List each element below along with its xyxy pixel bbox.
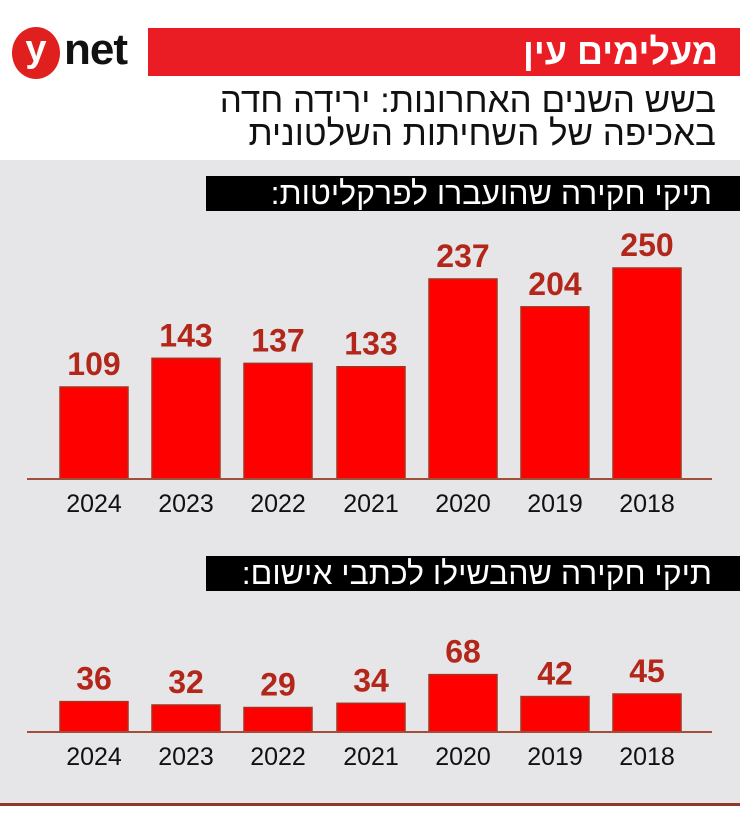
year-label: 2024 (66, 490, 122, 518)
year-label: 2020 (435, 490, 491, 518)
value-label: 68 (445, 634, 481, 670)
year-label: 2019 (527, 490, 583, 518)
year-label: 2022 (250, 743, 306, 771)
year-label: 2021 (343, 490, 399, 518)
bar-2023 (151, 357, 221, 480)
year-label: 2019 (527, 743, 583, 771)
year-label: 2021 (343, 743, 399, 771)
bar-2024 (59, 386, 129, 480)
chart-2-title: תיקי חקירה שהבשילו לכתבי אישום: (206, 556, 740, 591)
bar-2023 (151, 704, 221, 733)
bar-2021 (336, 365, 406, 480)
year-label: 2023 (158, 490, 214, 518)
year-label: 2022 (250, 490, 306, 518)
value-label: 109 (67, 346, 120, 382)
bar-2022 (243, 706, 313, 733)
year-label: 2024 (66, 743, 122, 771)
subtitle-line: בשש השנים האחרונות: ירידה חדה (219, 81, 716, 120)
bar-2018 (612, 267, 682, 480)
bar-2019 (520, 306, 590, 480)
year-label: 2023 (158, 743, 214, 771)
bar-2020 (428, 278, 498, 480)
chart-1-title: תיקי חקירה שהועברו לפרקליטות: (206, 176, 740, 211)
bar-2019 (520, 695, 590, 733)
year-label: 2020 (435, 743, 491, 771)
value-label: 45 (629, 653, 665, 689)
value-label: 36 (76, 661, 112, 697)
value-label: 143 (159, 317, 212, 353)
year-label: 2018 (619, 743, 675, 771)
bar-2022 (243, 362, 313, 480)
value-label: 42 (537, 656, 573, 692)
value-label: 133 (344, 326, 397, 362)
value-label: 204 (528, 266, 582, 302)
bar-2018 (612, 693, 682, 733)
value-label: 32 (168, 664, 204, 700)
year-label: 2018 (619, 490, 675, 518)
value-label: 29 (260, 667, 296, 703)
value-label: 137 (251, 322, 304, 358)
logo-text: net (64, 25, 128, 74)
bar-2020 (428, 673, 498, 733)
value-label: 34 (353, 662, 389, 698)
ynet-logo[interactable]: y net (12, 25, 142, 79)
header-title: מעלימים עין (148, 28, 740, 76)
logo-circle: y (12, 27, 60, 79)
bar-2021 (336, 702, 406, 733)
value-label: 250 (620, 227, 673, 263)
subtitle-line: באכיפה של השחיתות השלטונית (248, 114, 717, 153)
value-label: 237 (436, 238, 489, 274)
subtitle: בשש השנים האחרונות: ירידה חדה באכיפה של … (36, 81, 717, 153)
bar-2024 (59, 700, 129, 733)
